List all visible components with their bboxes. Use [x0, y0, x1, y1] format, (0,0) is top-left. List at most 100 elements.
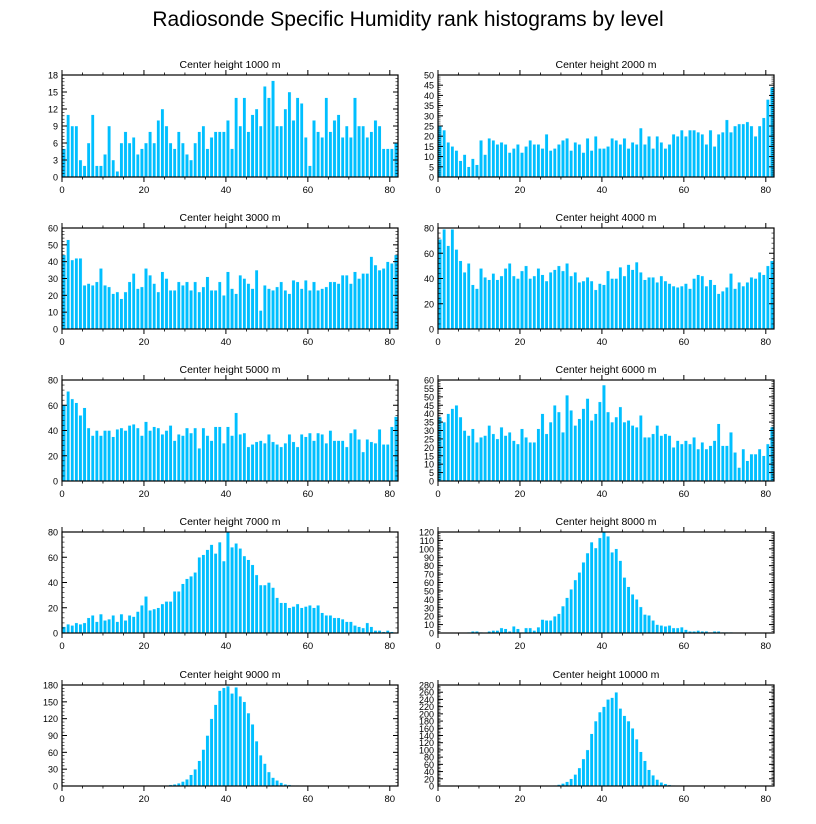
x-tick-label: 40: [221, 489, 232, 500]
histogram-bar: [148, 430, 152, 482]
histogram-bar: [246, 559, 251, 634]
histogram-bar: [470, 158, 475, 178]
histogram-bar: [643, 614, 647, 634]
histogram-bar: [238, 125, 243, 178]
y-tick-label: 20: [48, 603, 58, 613]
histogram-bar: [561, 605, 565, 634]
y-tick-label: 100: [419, 544, 434, 554]
histogram-bar: [328, 281, 333, 330]
histogram-bar: [614, 548, 619, 634]
histogram-bar: [679, 129, 684, 178]
histogram-bar: [332, 120, 337, 178]
histogram-bar: [111, 615, 116, 634]
histogram-bar: [262, 763, 267, 787]
y-tick-label: 40: [424, 595, 434, 605]
histogram-bar: [712, 146, 717, 178]
y-tick-label: 0: [429, 325, 434, 335]
histogram-bar: [246, 446, 251, 482]
histogram-bar: [377, 429, 382, 482]
histogram-bar: [254, 108, 259, 178]
y-tick-label: 9: [53, 122, 58, 132]
x-tick-label: 20: [139, 641, 150, 652]
histogram-bar: [753, 453, 758, 482]
histogram-bar: [638, 751, 643, 787]
histogram-bar: [291, 279, 296, 330]
histogram-bar: [176, 131, 181, 178]
y-tick-label: 45: [424, 81, 434, 91]
y-tick-label: 12: [48, 105, 58, 115]
y-tick-label: 40: [48, 257, 58, 267]
histogram-bar: [675, 440, 680, 482]
x-tick-label: 60: [679, 337, 690, 348]
histogram-bar: [536, 144, 541, 178]
histogram-bar: [172, 148, 177, 178]
histogram-bar: [651, 620, 655, 634]
histogram-bar: [74, 258, 79, 330]
y-tick-label: 60: [424, 578, 434, 588]
histogram-bar: [131, 273, 136, 330]
histogram-panel: Center height 7000 m 0 20 40 60 80 0 20 40 60 80: [48, 516, 399, 652]
histogram-bar: [737, 282, 742, 330]
histogram-bar: [164, 125, 169, 178]
histogram-bar: [148, 131, 152, 178]
y-tick-label: 40: [48, 426, 58, 436]
histogram-bar: [275, 125, 279, 178]
histogram-bar: [626, 148, 631, 178]
histogram-bar: [565, 263, 569, 330]
histogram-bar: [299, 103, 304, 178]
histogram-bar: [78, 258, 83, 330]
histogram-bar: [614, 140, 619, 178]
histogram-bar: [152, 608, 157, 634]
histogram-bar: [123, 131, 128, 178]
histogram-bar: [390, 148, 394, 178]
histogram-bar: [725, 119, 729, 178]
histogram-bar: [634, 144, 639, 178]
histogram-bar: [221, 442, 226, 482]
histogram-bar: [659, 275, 664, 330]
histogram-bar: [602, 284, 606, 330]
histogram-bar: [181, 285, 185, 330]
histogram-bar: [499, 142, 504, 178]
histogram-bar: [308, 605, 312, 634]
histogram-bar: [479, 140, 483, 178]
histogram-bar: [520, 270, 524, 330]
histogram-bar: [312, 120, 316, 178]
histogram-bar: [217, 281, 222, 330]
histogram-bar: [250, 114, 255, 178]
histogram-bar: [299, 607, 304, 634]
histogram-bar: [377, 269, 382, 330]
histogram-bar: [749, 453, 754, 482]
histogram-bar: [107, 286, 111, 330]
y-tick-label: 20: [424, 132, 434, 142]
histogram-bar: [164, 601, 169, 634]
histogram-bar: [581, 562, 586, 634]
histogram-bar: [164, 278, 169, 330]
y-tick-label: 80: [48, 376, 58, 386]
histogram-bar: [725, 445, 729, 482]
histogram-bar: [524, 265, 528, 330]
histogram-bar: [365, 137, 370, 178]
histogram-bar: [279, 446, 284, 482]
histogram-bar: [279, 281, 284, 330]
histogram-bar: [217, 690, 222, 787]
histogram-bar: [209, 440, 214, 482]
x-tick-label: 80: [761, 641, 772, 652]
histogram-bar: [390, 426, 394, 482]
histogram-bar: [557, 411, 561, 482]
y-tick-label: 60: [48, 748, 58, 758]
histogram-bar: [536, 428, 541, 482]
histogram-bar: [761, 117, 766, 178]
histogram-bar: [353, 97, 357, 178]
histogram-bar: [328, 131, 333, 178]
y-tick-label: 110: [420, 536, 434, 546]
histogram-bar: [622, 421, 627, 482]
histogram-bar: [291, 606, 296, 634]
histogram-bar: [733, 452, 737, 482]
histogram-bar: [238, 548, 243, 634]
histogram-panel: Center height 1000 m 0 20 40 60 80 0 3 6 9 12 15 18: [48, 59, 399, 196]
histogram-bar: [712, 440, 717, 482]
histogram-bar: [107, 125, 111, 178]
histogram-bar: [242, 432, 247, 482]
y-tick-label: 120: [419, 738, 434, 748]
histogram-bar: [295, 603, 300, 634]
